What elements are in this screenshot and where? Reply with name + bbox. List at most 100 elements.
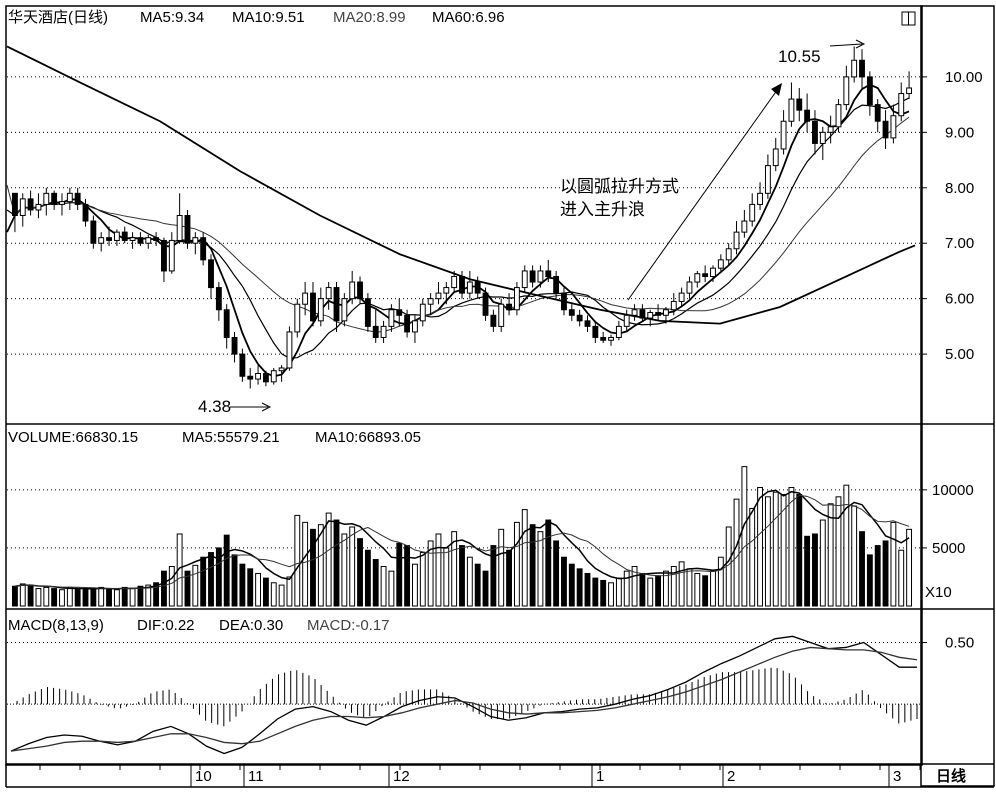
candlestick — [223, 304, 230, 349]
price-axis-label: 6.00 — [945, 291, 974, 308]
volume-bar — [631, 566, 638, 607]
volume-bar — [592, 577, 599, 607]
volume-bar — [278, 584, 285, 607]
candlestick — [506, 293, 512, 316]
candlestick — [490, 309, 497, 332]
candlestick — [749, 193, 756, 227]
volume-bar — [859, 531, 865, 607]
candlestick — [357, 276, 363, 305]
volume-bar — [396, 542, 403, 607]
macd-title: MACD(8,13,9) — [8, 617, 104, 634]
macd-axis-label: 0.50 — [945, 635, 974, 652]
candle-body — [262, 373, 269, 383]
candlestick — [278, 365, 285, 382]
volume-bar — [678, 561, 685, 607]
candle-body — [678, 292, 685, 302]
candle-body — [686, 281, 693, 294]
candlestick — [631, 304, 638, 321]
candlestick — [66, 187, 73, 210]
candle-body — [129, 237, 136, 241]
candlestick — [835, 99, 842, 133]
volume-bar — [121, 586, 128, 607]
volume-bar — [890, 521, 897, 607]
candlestick — [372, 309, 379, 344]
volume-bar — [662, 570, 669, 607]
candlestick — [310, 282, 316, 327]
candle-body — [694, 273, 701, 283]
candlestick — [521, 265, 528, 294]
candlestick — [349, 270, 356, 305]
candlestick — [780, 110, 787, 155]
annotation-text-line1: 以圆弧拉升方式 — [560, 177, 679, 196]
candle-body — [357, 281, 363, 300]
volume-bar — [302, 521, 309, 607]
candle-body — [74, 192, 81, 205]
candlestick — [427, 293, 434, 316]
candle-body — [655, 312, 662, 316]
candle-body — [757, 192, 763, 205]
candlestick — [396, 298, 403, 327]
window-toggle-icon[interactable] — [901, 11, 916, 26]
candle-body — [592, 325, 599, 338]
price-axis-label: 5.00 — [945, 346, 974, 363]
volume-title: VOLUME:66830.15 — [8, 429, 138, 446]
candlestick — [59, 193, 65, 216]
candlestick — [874, 99, 881, 133]
candlestick — [553, 270, 560, 299]
volume-bar — [600, 579, 607, 607]
candle-body — [223, 309, 230, 338]
volume-bar — [796, 493, 803, 607]
chart-frame — [5, 5, 995, 788]
candle-body — [82, 203, 89, 222]
volume-bar — [568, 563, 575, 607]
candle-body — [333, 287, 340, 322]
candlestick — [341, 293, 348, 327]
candlestick — [545, 259, 552, 283]
candle-body — [882, 120, 889, 139]
candlestick — [380, 320, 387, 344]
trend-arrow-icon — [627, 83, 782, 301]
volume-bar — [310, 528, 316, 607]
candlestick — [608, 334, 614, 346]
volume-bar — [584, 572, 591, 607]
volume-bar — [419, 552, 426, 607]
candle-body — [600, 336, 607, 341]
candle-body — [710, 267, 716, 277]
month-label: 12 — [393, 768, 410, 785]
candle-body — [380, 325, 387, 338]
volume-bar — [639, 572, 646, 607]
candlestick — [19, 193, 26, 227]
candle-body — [749, 203, 756, 222]
candlestick — [678, 287, 685, 307]
candlestick — [757, 182, 763, 210]
volume-bar — [866, 554, 873, 607]
candlestick — [537, 265, 544, 288]
candlestick — [145, 234, 152, 249]
volume-bar — [827, 503, 834, 607]
candle-body — [513, 287, 520, 311]
volume-bar — [835, 496, 842, 607]
volume-bar — [851, 505, 858, 607]
candlestick — [35, 193, 42, 219]
macd-value-legend: MACD:-0.17 — [307, 617, 390, 634]
volume-bar — [51, 588, 58, 607]
candle-body — [764, 165, 771, 194]
volume-moving-averages — [14, 489, 910, 590]
candle-body — [576, 314, 583, 322]
volume-bar — [333, 519, 340, 607]
volume-bar — [145, 584, 152, 607]
candle-body — [890, 115, 897, 139]
candle-body — [804, 109, 811, 122]
volume-bar — [490, 545, 497, 607]
candlestick — [43, 187, 50, 216]
candlestick — [443, 282, 450, 305]
candlestick — [906, 71, 913, 100]
period-label[interactable]: 日线 — [936, 767, 966, 785]
volume-bar — [325, 512, 332, 607]
candlestick — [670, 293, 677, 316]
candlestick — [639, 304, 646, 321]
ma5-legend: MA5:9.34 — [140, 9, 204, 26]
candlestick — [482, 287, 489, 321]
volume-bar — [898, 549, 905, 607]
candlestick — [890, 104, 897, 144]
